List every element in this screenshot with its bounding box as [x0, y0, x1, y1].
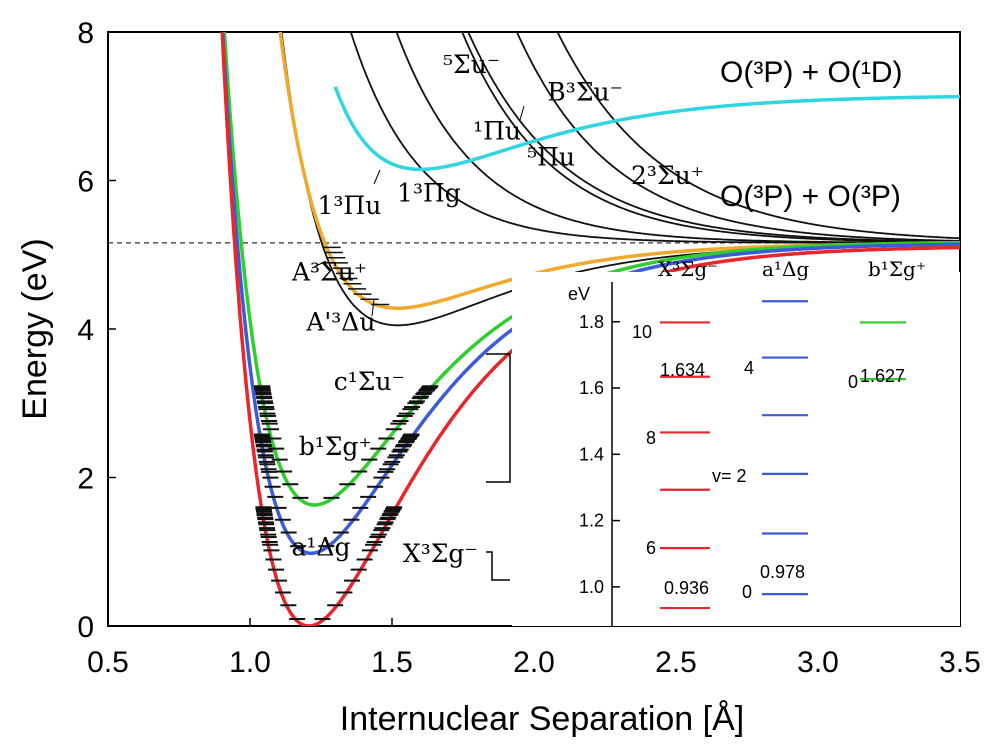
inset-value-a0: 0.978 [760, 562, 805, 582]
state-label: B³Σu⁻ [547, 77, 622, 106]
state-label: c¹Σu⁻ [334, 367, 405, 396]
state-label: X³Σg⁻ [403, 539, 478, 568]
x-tick-label: 2.0 [513, 646, 555, 679]
inset-v-a4: 4 [744, 358, 754, 378]
inset-brackets [486, 353, 511, 581]
state-label: b¹Σg⁺ [299, 432, 372, 461]
vibrational-ticks-layer [253, 246, 439, 620]
inset-panel: eV 1.0 1.2 1.4 1.6 1.8 X³Σg⁻ a¹Δg b¹Σg⁺ 0.93… [512, 257, 960, 626]
x-tick-label: 1.5 [371, 646, 413, 679]
inset-v-a0: 0 [742, 582, 752, 602]
label-leaders [311, 105, 525, 317]
state-label: ⁵Σu⁻ [443, 50, 500, 79]
inset-ticks: 1.0 1.2 1.4 1.6 1.8 [579, 312, 620, 597]
axis-ticks-layer: 0.5 1.0 1.5 2.0 2.5 3.0 3.5 0 2 4 6 8 [77, 17, 981, 679]
state-label: 2³Σu⁺ [631, 161, 704, 190]
inset-v-b0: 0 [848, 372, 858, 392]
limit-upper-label: O(³P) + O(¹D) [720, 56, 902, 89]
y-axis-title: Energy (eV) [16, 238, 54, 419]
inset-value-x0: 0.936 [664, 578, 709, 598]
x-axis-title: Internuclear Separation [Å] [340, 700, 744, 738]
y-tick-label: 4 [77, 314, 94, 347]
state-label: ¹Πu [473, 117, 521, 146]
y-tick-label: 6 [77, 166, 94, 199]
inset-header-x: X³Σg⁻ [658, 257, 718, 281]
inset-value-x1: 1.634 [660, 360, 705, 380]
inset-v-x10: 10 [632, 322, 652, 342]
state-label: a¹Δg [292, 532, 351, 561]
inset-levels [660, 300, 906, 610]
x-tick-label: 0.5 [87, 646, 129, 679]
inset-value-b0: 1.627 [860, 366, 905, 386]
inset-tick-label: 1.2 [579, 511, 604, 531]
x-tick-label: 2.5 [655, 646, 697, 679]
y-tick-label: 2 [77, 463, 94, 496]
inset-background [512, 272, 960, 626]
state-label: ⁵Πu [527, 143, 575, 172]
inset-tick-label: 1.4 [579, 444, 604, 464]
inset-header-a: a¹Δg [762, 257, 809, 281]
inset-v-a2: v= 2 [712, 466, 747, 486]
curve-B³Σu⁻ [333, 86, 960, 172]
inset-v-x6: 6 [646, 538, 656, 558]
curve-6 [556, 32, 960, 240]
inset-header-b: b¹Σg⁺ [868, 257, 926, 281]
x-tick-label: 3.0 [797, 646, 839, 679]
curve-5 [515, 32, 960, 242]
limit-lower-label: O(³P) + O(³P) [720, 180, 901, 213]
inset-tick-label: 1.6 [579, 378, 604, 398]
inset-tick-label: 1.0 [579, 577, 604, 597]
inset-tick-label: 1.8 [579, 312, 604, 332]
y-tick-label: 0 [77, 611, 94, 644]
x-tick-label: 3.5 [939, 646, 981, 679]
x-tick-label: 1.0 [229, 646, 271, 679]
state-label: A³Σu⁺ [291, 258, 367, 287]
state-label: 1³Πu [317, 191, 381, 220]
inset-y-title: eV [568, 284, 590, 304]
state-label: A'³Δu [305, 307, 375, 336]
state-label: 1³Πg [397, 178, 461, 207]
y-tick-label: 8 [77, 17, 94, 50]
inset-v-x8: 8 [646, 428, 656, 448]
curve-3 [467, 32, 960, 243]
